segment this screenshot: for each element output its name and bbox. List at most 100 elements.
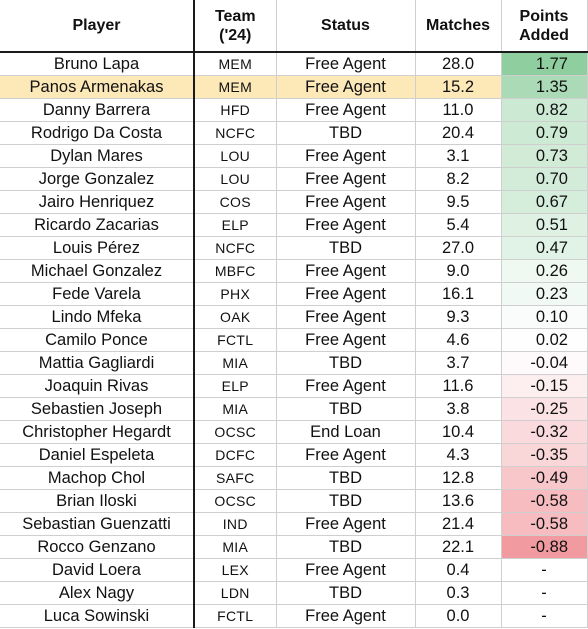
points-added-value: -0.58	[530, 515, 568, 533]
points-added-value: -0.35	[530, 446, 568, 464]
player-name-cell: Dylan Mares	[0, 144, 195, 168]
player-name-cell: Bruno Lapa	[0, 52, 195, 76]
points-added-value: 0.82	[535, 101, 568, 119]
player-name-cell: Rocco Genzano	[0, 535, 195, 559]
team-cell: HFD	[194, 98, 277, 122]
team-cell: OAK	[194, 305, 277, 329]
points-added-value: -	[541, 584, 547, 602]
matches-cell: 28.0	[415, 52, 502, 76]
points-added-cell: 0.70	[501, 167, 588, 191]
team-cell: NCFC	[194, 236, 277, 260]
matches-cell: 0.0	[415, 604, 502, 628]
team-cell: MIA	[194, 397, 277, 421]
matches-cell: 0.4	[415, 558, 502, 582]
table-row: David Loera LEX Free Agent 0.4 -	[0, 558, 588, 582]
matches-cell: 12.8	[415, 466, 502, 490]
team-cell: IND	[194, 512, 277, 536]
table-row: Jairo Henriquez COS Free Agent 9.5 0.67	[0, 190, 588, 214]
table-row: Daniel Espeleta DCFC Free Agent 4.3 -0.35	[0, 443, 588, 467]
team-header-line2: ('24)	[219, 26, 252, 44]
points-added-value: 0.70	[535, 170, 568, 188]
player-name-cell: Mattia Gagliardi	[0, 351, 195, 375]
matches-cell: 22.1	[415, 535, 502, 559]
table-row: Brian Iloski OCSC TBD 13.6 -0.58	[0, 489, 588, 513]
points-added-value: 0.79	[535, 124, 568, 142]
player-name-cell: Daniel Espeleta	[0, 443, 195, 467]
points-header-line2: Added	[519, 26, 569, 44]
matches-cell: 9.3	[415, 305, 502, 329]
points-added-cell: -0.58	[501, 512, 588, 536]
team-cell: ELP	[194, 374, 277, 398]
points-added-value: -	[541, 607, 547, 625]
points-added-cell: -0.35	[501, 443, 588, 467]
status-cell: Free Agent	[276, 98, 416, 122]
team-cell: LOU	[194, 167, 277, 191]
team-cell: MIA	[194, 535, 277, 559]
points-added-value: 0.67	[535, 193, 568, 211]
table-row: Fede Varela PHX Free Agent 16.1 0.23	[0, 282, 588, 306]
points-added-value: -0.49	[530, 469, 568, 487]
team-cell: NCFC	[194, 121, 277, 145]
team-cell: FCTL	[194, 604, 277, 628]
table-row: Camilo Ponce FCTL Free Agent 4.6 0.02	[0, 328, 588, 352]
matches-cell: 21.4	[415, 512, 502, 536]
status-cell: Free Agent	[276, 213, 416, 237]
team-cell: LOU	[194, 144, 277, 168]
points-added-cell: 0.73	[501, 144, 588, 168]
points-added-cell: 0.82	[501, 98, 588, 122]
matches-cell: 10.4	[415, 420, 502, 444]
status-cell: Free Agent	[276, 328, 416, 352]
points-added-cell: -0.58	[501, 489, 588, 513]
player-name-cell: Ricardo Zacarias	[0, 213, 195, 237]
points-added-cell: 0.79	[501, 121, 588, 145]
player-name-cell: Camilo Ponce	[0, 328, 195, 352]
player-name-cell: Joaquin Rivas	[0, 374, 195, 398]
matches-cell: 4.3	[415, 443, 502, 467]
matches-cell: 9.0	[415, 259, 502, 283]
team-cell: COS	[194, 190, 277, 214]
points-added-value: -0.25	[530, 400, 568, 418]
matches-cell: 27.0	[415, 236, 502, 260]
matches-cell: 3.7	[415, 351, 502, 375]
points-added-value: -0.15	[530, 377, 568, 395]
status-cell: Free Agent	[276, 75, 416, 99]
status-cell: Free Agent	[276, 558, 416, 582]
table-row: Jorge Gonzalez LOU Free Agent 8.2 0.70	[0, 167, 588, 191]
points-added-value: 0.23	[535, 285, 568, 303]
points-added-value: 0.51	[535, 216, 568, 234]
points-added-cell: 1.77	[501, 52, 588, 76]
matches-cell: 5.4	[415, 213, 502, 237]
matches-cell: 3.8	[415, 397, 502, 421]
points-added-cell: 0.51	[501, 213, 588, 237]
player-name-cell: Machop Chol	[0, 466, 195, 490]
points-added-value: -	[541, 561, 547, 579]
status-cell: Free Agent	[276, 52, 416, 76]
status-cell: TBD	[276, 535, 416, 559]
table-row: Joaquin Rivas ELP Free Agent 11.6 -0.15	[0, 374, 588, 398]
matches-cell: 11.6	[415, 374, 502, 398]
player-name-cell: Sebastian Guenzatti	[0, 512, 195, 536]
table-row: Lindo Mfeka OAK Free Agent 9.3 0.10	[0, 305, 588, 329]
player-name-cell: Danny Barrera	[0, 98, 195, 122]
status-cell: Free Agent	[276, 259, 416, 283]
team-header-line1: Team	[214, 7, 256, 25]
table-row: Rocco Genzano MIA TBD 22.1 -0.88	[0, 535, 588, 559]
status-cell: TBD	[276, 236, 416, 260]
table-body: Bruno Lapa MEM Free Agent 28.0 1.77 Panos Arm…	[0, 52, 588, 628]
status-column-header: Status	[276, 0, 416, 53]
table-row: Louis Pérez NCFC TBD 27.0 0.47	[0, 236, 588, 260]
team-cell: DCFC	[194, 443, 277, 467]
table-row: Danny Barrera HFD Free Agent 11.0 0.82	[0, 98, 588, 122]
table-row: Bruno Lapa MEM Free Agent 28.0 1.77	[0, 52, 588, 76]
points-added-cell: -	[501, 581, 588, 605]
table-row: Machop Chol SAFC TBD 12.8 -0.49	[0, 466, 588, 490]
player-name-cell: Louis Pérez	[0, 236, 195, 260]
matches-cell: 13.6	[415, 489, 502, 513]
status-cell: Free Agent	[276, 282, 416, 306]
table-row: Christopher Hegardt OCSC End Loan 10.4 -0.32	[0, 420, 588, 444]
player-name-cell: Sebastien Joseph	[0, 397, 195, 421]
team-cell: PHX	[194, 282, 277, 306]
points-added-value: -0.58	[530, 492, 568, 510]
points-added-value: 1.35	[535, 78, 568, 96]
